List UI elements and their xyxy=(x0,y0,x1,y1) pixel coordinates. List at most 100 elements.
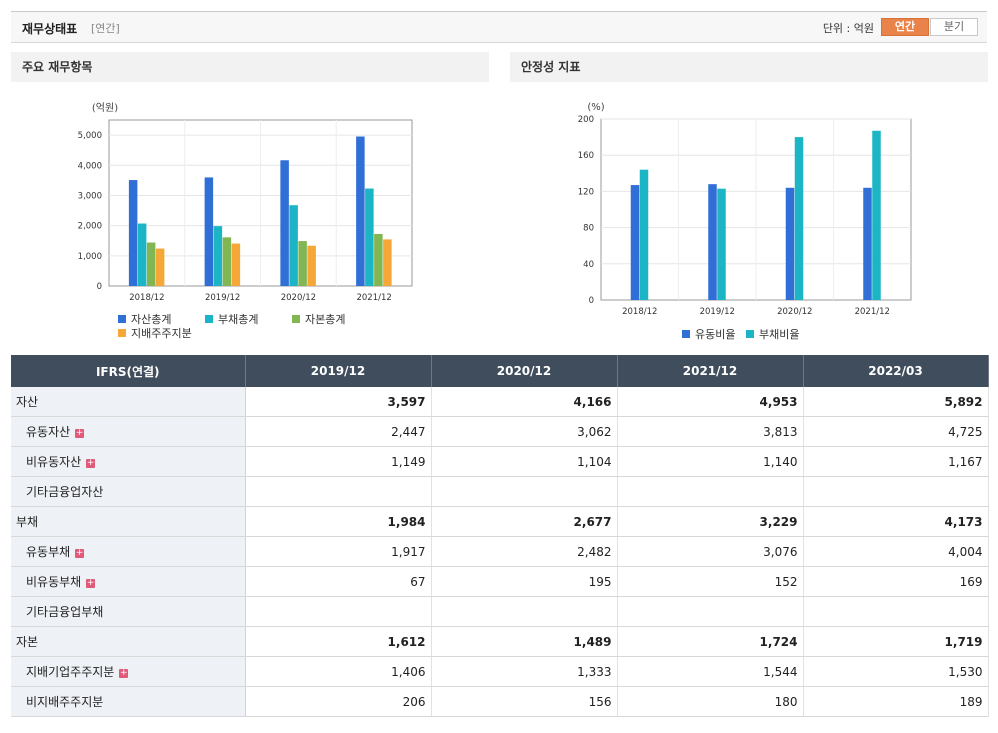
bar xyxy=(872,130,881,300)
row-label-cell[interactable]: 지배기업주주지분 + xyxy=(11,656,246,687)
stability-chart: 0 40 80 120 160 200 (%) 2018/12 2019/12 2020/12 20… xyxy=(578,102,912,341)
y-tick-label: 80 xyxy=(583,224,594,234)
value-cell: 1,719 xyxy=(803,626,989,657)
value-cell xyxy=(245,476,432,507)
value-cell: 4,953 xyxy=(617,387,804,417)
bar xyxy=(222,237,232,286)
y-tick-label: 120 xyxy=(578,187,594,197)
y-tick-label: 2,000 xyxy=(78,222,102,232)
value-cell: 169 xyxy=(803,566,989,597)
row-label-cell: 기타금융업자산 xyxy=(11,476,246,507)
row-label-cell[interactable]: 비유동자산 + xyxy=(11,446,246,477)
bar xyxy=(639,169,649,300)
period-label: [연간] xyxy=(91,22,120,35)
bar xyxy=(863,187,872,300)
legend-swatch xyxy=(682,330,690,338)
value-cell: 1,984 xyxy=(245,506,432,537)
y-tick-label: 200 xyxy=(578,115,594,125)
quarter-toggle-button[interactable]: 분기 xyxy=(930,18,978,36)
table-row: 기타금융업자산 xyxy=(11,476,989,507)
bar xyxy=(204,177,214,286)
table-row: 자본 1,612 1,489 1,724 1,719 xyxy=(11,626,989,657)
table-row: 비유동자산 +1,149 1,104 1,140 1,167 xyxy=(11,446,989,477)
row-label: 지배기업주주지분 xyxy=(26,665,115,679)
value-cell: 152 xyxy=(617,566,804,597)
section-title: 재무상태표 xyxy=(22,22,78,36)
bar xyxy=(374,233,383,286)
y-axis-label: (%) xyxy=(587,102,604,113)
legend-label: 유동비율 xyxy=(695,328,735,341)
value-cell: 3,229 xyxy=(617,506,804,537)
bar xyxy=(146,242,156,286)
value-cell: 4,725 xyxy=(803,416,989,447)
legend-swatch xyxy=(118,329,126,337)
value-cell xyxy=(431,596,618,627)
row-label-cell[interactable]: 유동부채 + xyxy=(11,536,246,567)
balance-sheet-table: IFRS(연결) 2019/12 2020/12 2021/12 2022/03 자산 3… xyxy=(11,355,989,717)
row-label-cell: 기타금융업부채 xyxy=(11,596,246,627)
y-tick-label: 160 xyxy=(578,151,594,161)
row-label: 기타금융업부채 xyxy=(26,605,104,619)
value-cell: 1,530 xyxy=(803,656,989,687)
row-label: 부채 xyxy=(16,515,39,529)
row-label-cell[interactable]: 유동자산 + xyxy=(11,416,246,447)
bar xyxy=(708,184,717,300)
x-tick-label: 2020/12 xyxy=(281,293,316,303)
bar xyxy=(155,248,165,286)
expand-plus-icon[interactable]: + xyxy=(86,458,96,468)
expand-plus-icon[interactable]: + xyxy=(119,668,129,678)
value-cell: 1,544 xyxy=(617,656,804,687)
value-cell: 1,917 xyxy=(245,536,432,567)
legend-label: 자본총계 xyxy=(305,313,345,326)
row-label: 자본 xyxy=(16,635,39,649)
expand-plus-icon[interactable]: + xyxy=(75,548,85,558)
row-label-cell: 자산 xyxy=(11,387,246,417)
y-tick-label: 1,000 xyxy=(78,252,102,262)
expand-plus-icon[interactable]: + xyxy=(75,428,85,438)
value-cell xyxy=(803,476,989,507)
value-cell xyxy=(431,476,618,507)
value-cell: 180 xyxy=(617,686,804,717)
table-row: 기타금융업부채 xyxy=(11,596,989,627)
annual-toggle-button[interactable]: 연간 xyxy=(881,18,929,36)
y-tick-label: 0 xyxy=(97,282,102,292)
value-cell xyxy=(617,596,804,627)
row-label: 비유동부채 xyxy=(26,575,82,589)
table-row: 지배기업주주지분 +1,406 1,333 1,544 1,530 xyxy=(11,656,989,687)
expand-plus-icon[interactable]: + xyxy=(86,578,96,588)
legend-label: 부채비율 xyxy=(759,328,799,341)
value-cell: 189 xyxy=(803,686,989,717)
column-header-period: 2022/03 xyxy=(803,355,989,387)
value-cell: 1,406 xyxy=(245,656,432,687)
bar xyxy=(356,136,365,286)
bar xyxy=(307,245,316,286)
bar xyxy=(213,226,223,286)
value-cell: 2,677 xyxy=(431,506,618,537)
section-header: 재무상태표 [연간] 단위 : 억원 연간 분기 xyxy=(11,11,987,43)
legend-swatch xyxy=(746,330,754,338)
column-header-standard: IFRS(연결) xyxy=(11,355,246,387)
bar xyxy=(365,188,374,286)
stability-title: 안정성 지표 xyxy=(510,52,988,82)
value-cell: 1,333 xyxy=(431,656,618,687)
x-tick-label: 2020/12 xyxy=(777,307,812,317)
x-tick-label: 2019/12 xyxy=(700,307,735,317)
bar xyxy=(785,187,795,300)
key-financials-panel: 0 1,000 2,000 3,000 4,000 5,000 (억원) 2018/12 201… xyxy=(11,52,489,352)
bar xyxy=(289,205,298,286)
value-cell: 4,004 xyxy=(803,536,989,567)
row-label-cell[interactable]: 비유동부채 + xyxy=(11,566,246,597)
legend-label: 자산총계 xyxy=(131,313,171,326)
table-row: 비유동부채 +67 195 152 169 xyxy=(11,566,989,597)
value-cell: 1,489 xyxy=(431,626,618,657)
legend-swatch xyxy=(118,315,126,323)
value-cell: 1,724 xyxy=(617,626,804,657)
column-header-period: 2021/12 xyxy=(617,355,804,387)
table-row: 자산 3,597 4,166 4,953 5,892 xyxy=(11,387,989,417)
value-cell xyxy=(245,596,432,627)
y-tick-label: 0 xyxy=(589,296,594,306)
legend-label: 지배주주지분 xyxy=(131,327,192,340)
bar xyxy=(137,223,147,286)
bar xyxy=(280,160,289,286)
legend-swatch xyxy=(292,315,300,323)
